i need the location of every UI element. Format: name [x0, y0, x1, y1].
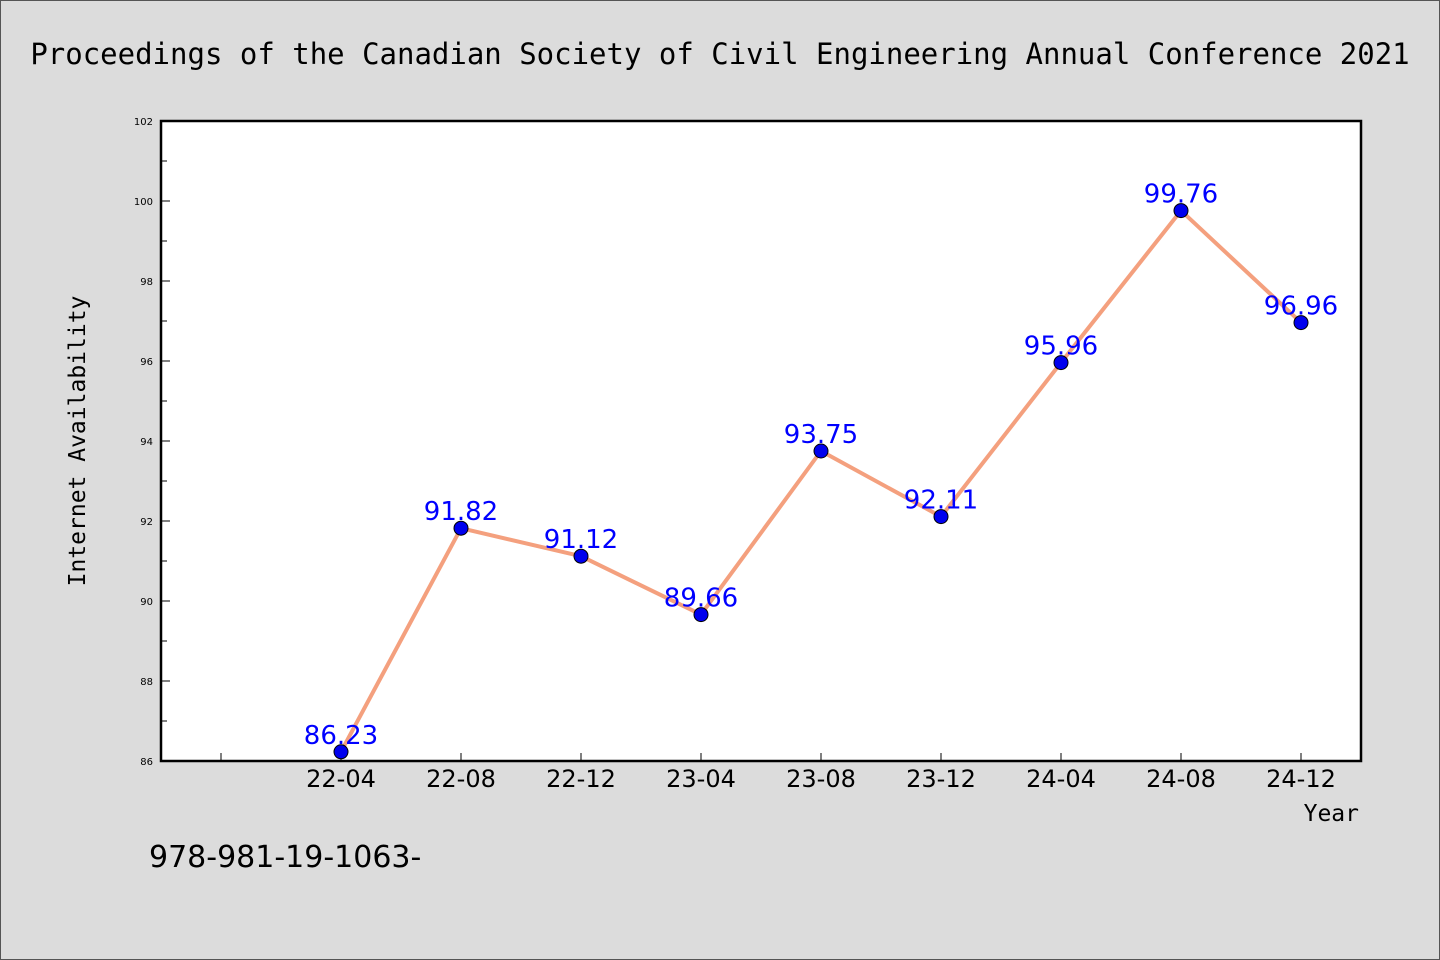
- data-label: 92.11: [904, 486, 978, 516]
- data-point: [1293, 315, 1309, 331]
- x-tick-label: 23-04: [666, 765, 736, 793]
- y-tick-label: 92: [140, 517, 153, 528]
- x-axis-ticks: 22-04 22-08 22-12 23-04 23-08 23-12 24-04 24-08…: [220, 753, 1336, 793]
- x-tick-label: 24-04: [1026, 765, 1096, 793]
- chart-title: Proceedings of the Canadian Society of C…: [30, 37, 1409, 71]
- y-tick-label: 96: [140, 357, 153, 368]
- y-tick-label: 94: [140, 437, 153, 448]
- data-label: 99.76: [1144, 180, 1218, 210]
- x-tick-label: 24-12: [1266, 765, 1336, 793]
- data-point: [1173, 203, 1189, 219]
- y-axis-label: Internet Availability: [65, 296, 91, 587]
- data-point: [933, 509, 949, 525]
- data-label: 93.75: [784, 420, 858, 450]
- series-layer: 86.23 91.82 91.12 89.66 93.75 92.11 95.96 99.76…: [304, 180, 1338, 760]
- data-point: [693, 607, 709, 623]
- x-axis-label: Year: [1304, 801, 1359, 827]
- x-tick-label: 23-12: [906, 765, 976, 793]
- data-label: 91.82: [424, 497, 498, 527]
- plot-frame: [159, 119, 1363, 763]
- data-label: 91.12: [544, 525, 618, 555]
- x-tick-label: 22-04: [306, 765, 376, 793]
- footer-isbn-text: 978-981-19-1063-: [149, 840, 421, 875]
- y-tick-label: 100: [134, 197, 153, 208]
- data-label: 86.23: [304, 721, 378, 751]
- plot-area: [161, 121, 1361, 761]
- data-point: [813, 443, 829, 459]
- data-label: 89.66: [664, 584, 738, 614]
- x-tick-label: 23-08: [786, 765, 856, 793]
- data-point: [1053, 355, 1069, 371]
- y-tick-label: 90: [140, 597, 153, 608]
- x-tick-label: 22-12: [546, 765, 616, 793]
- y-tick-label: 86: [140, 757, 153, 768]
- y-axis-ticks: 86 88 90 92 94 96 98 100 102: [134, 117, 170, 768]
- data-point: [573, 548, 589, 564]
- x-tick-label: 22-08: [426, 765, 496, 793]
- data-label: 96.96: [1264, 292, 1338, 322]
- data-label: 95.96: [1024, 332, 1098, 362]
- data-point: [333, 744, 349, 760]
- x-tick-label: 24-08: [1146, 765, 1216, 793]
- y-tick-label: 98: [140, 277, 153, 288]
- y-tick-label: 88: [140, 677, 153, 688]
- data-point: [453, 520, 469, 536]
- y-tick-label: 102: [134, 117, 153, 128]
